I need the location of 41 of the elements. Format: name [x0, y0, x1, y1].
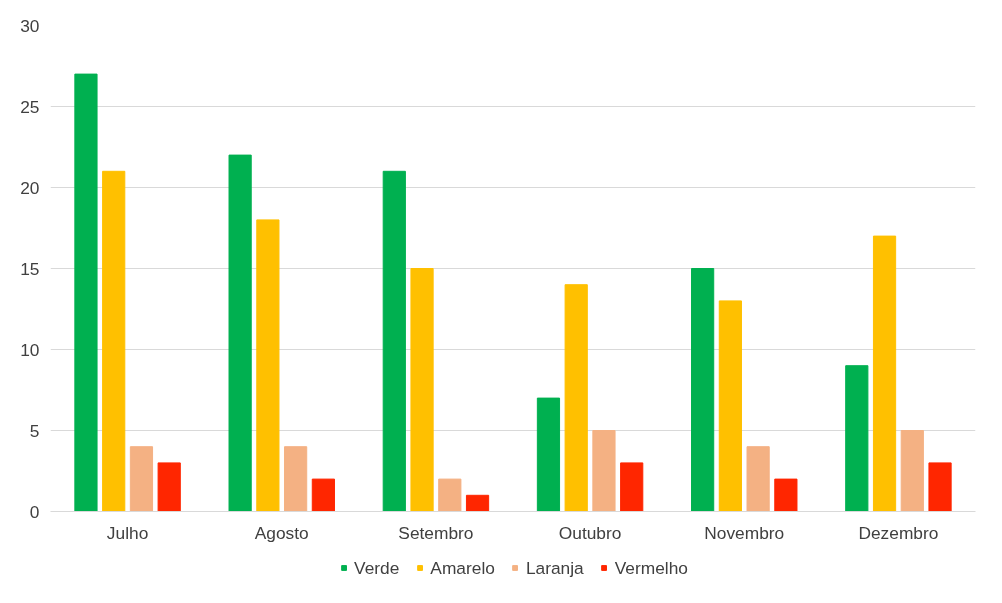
y-tick-label: 30 — [20, 15, 40, 36]
bar — [845, 365, 869, 512]
legend-label: Laranja — [525, 557, 584, 578]
bar — [256, 219, 280, 512]
legend-label: Vermelho — [614, 557, 688, 578]
bar — [536, 397, 561, 512]
bar — [102, 170, 126, 512]
y-tick-label: 5 — [29, 420, 40, 441]
x-tick-label: Novembro — [704, 522, 785, 543]
x-tick-label: Agosto — [254, 522, 309, 543]
x-tick-label: Outubro — [558, 522, 622, 543]
x-tick-label: Setembro — [398, 522, 474, 543]
bar — [718, 300, 742, 512]
x-tick-label: Julho — [106, 522, 149, 543]
bar — [382, 170, 406, 512]
bar — [129, 446, 154, 512]
bar — [620, 462, 644, 512]
bar — [564, 284, 588, 512]
bar — [900, 430, 924, 512]
bar — [157, 462, 181, 512]
y-tick-label: 20 — [20, 177, 40, 198]
bar — [74, 73, 98, 512]
legend-label: Verde — [354, 557, 400, 578]
bar — [746, 446, 770, 512]
y-tick-label: 10 — [20, 339, 40, 360]
bar — [410, 268, 434, 512]
y-tick-label: 15 — [20, 258, 40, 279]
bar — [228, 154, 252, 512]
bar — [438, 478, 462, 512]
y-tick-label: 25 — [20, 96, 40, 117]
y-tick-label: 0 — [29, 501, 40, 522]
x-tick-label: Dezembro — [858, 522, 939, 543]
legend-label: Amarelo — [430, 557, 495, 578]
bar — [592, 430, 616, 512]
bar — [691, 268, 715, 512]
bar — [774, 478, 798, 512]
bar — [928, 462, 952, 512]
bar — [872, 235, 897, 512]
bar — [284, 446, 308, 512]
bar — [311, 478, 335, 512]
bar — [465, 494, 490, 512]
